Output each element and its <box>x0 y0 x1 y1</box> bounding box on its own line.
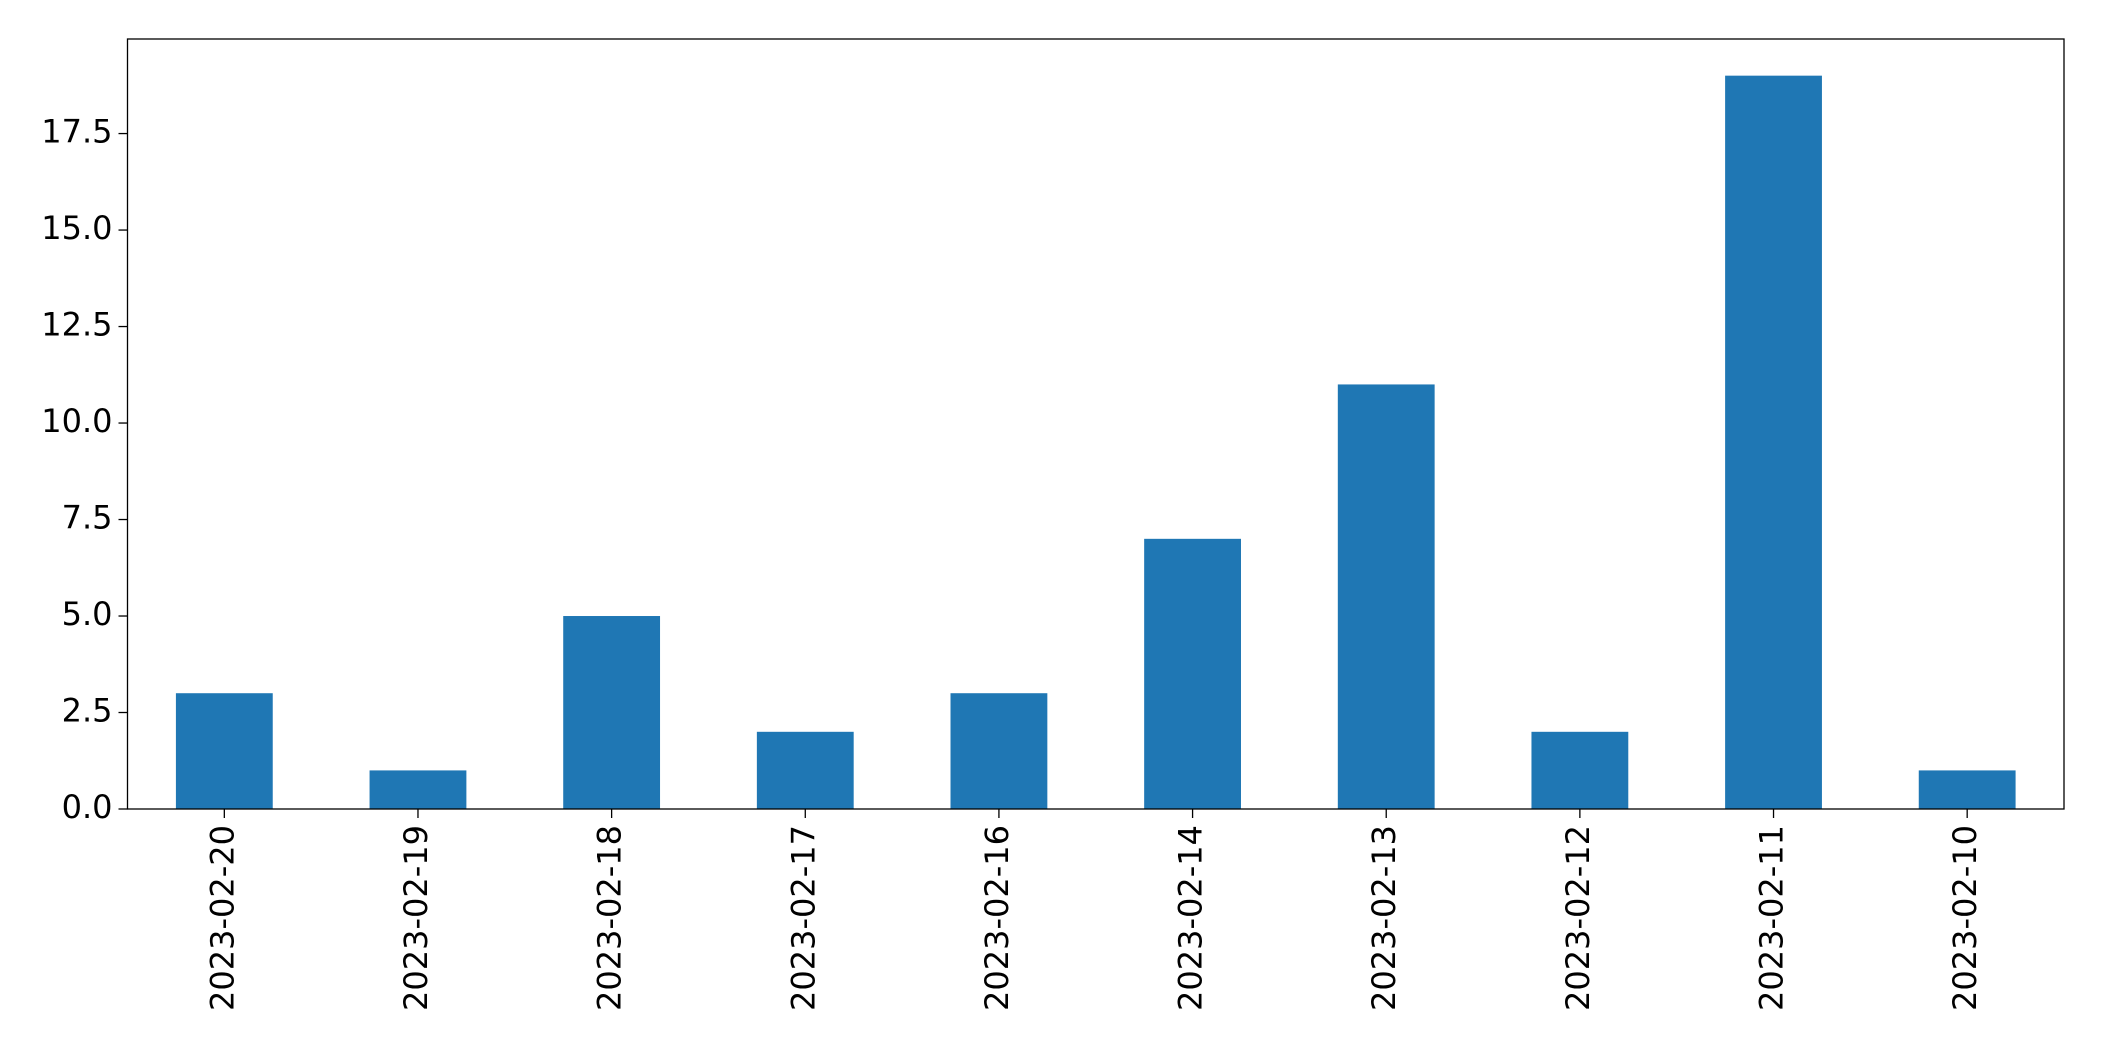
x-tick-label: 2023-02-12 <box>1559 825 1597 1011</box>
bar <box>1337 384 1435 809</box>
x-tick-label: 2023-02-17 <box>784 825 822 1011</box>
x-tick-label: 2023-02-10 <box>1946 825 1984 1011</box>
bar <box>563 616 661 809</box>
bar <box>175 693 273 809</box>
y-tick-label: 7.5 <box>62 499 113 537</box>
bar <box>1144 538 1241 809</box>
x-tick-label: 2023-02-20 <box>203 825 241 1011</box>
bar <box>1725 75 1822 809</box>
x-tick-label: 2023-02-18 <box>591 825 629 1011</box>
x-tick-label: 2023-02-16 <box>978 825 1016 1011</box>
y-tick-label: 10.0 <box>41 402 112 440</box>
y-tick-label: 0.0 <box>62 788 113 826</box>
y-tick-label: 12.5 <box>41 306 112 344</box>
y-tick-label: 2.5 <box>62 692 113 730</box>
bar <box>1531 731 1629 809</box>
x-tick-label: 2023-02-11 <box>1753 825 1791 1011</box>
x-tick-label: 2023-02-14 <box>1172 825 1210 1011</box>
bar <box>1918 770 2016 809</box>
y-tick-label: 17.5 <box>41 113 112 151</box>
bar <box>950 693 1048 809</box>
bar <box>369 770 467 809</box>
x-tick-label: 2023-02-19 <box>397 825 435 1011</box>
y-tick-label: 15.0 <box>41 209 112 247</box>
y-tick-label: 5.0 <box>62 595 113 633</box>
plot-frame <box>126 38 2065 810</box>
bar <box>756 731 854 809</box>
x-tick-label: 2023-02-13 <box>1365 825 1403 1011</box>
